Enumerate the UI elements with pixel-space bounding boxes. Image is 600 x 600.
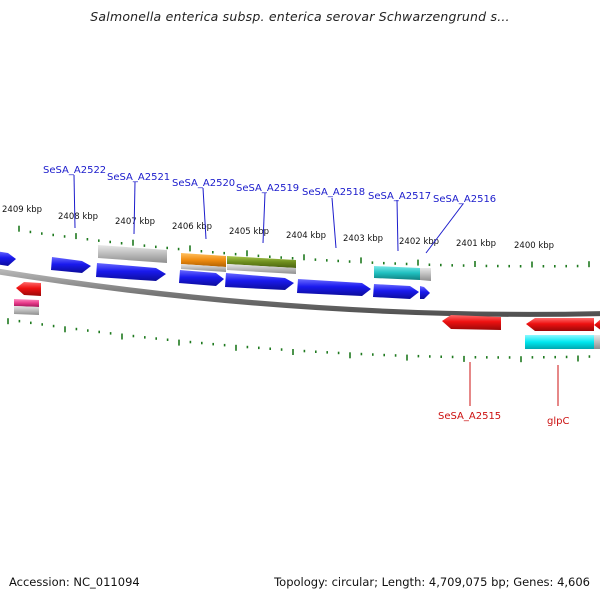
feature-cyan[interactable]	[525, 335, 594, 349]
gene-label-SeSA_A2519[interactable]: SeSA_A2519	[236, 183, 299, 194]
gene-arrow-SeSA_A2521[interactable]	[96, 263, 166, 281]
gene-label-SeSA_A2516[interactable]: SeSA_A2516	[433, 194, 496, 205]
feature-grey[interactable]	[98, 245, 167, 263]
gene-label-SeSA_A2520[interactable]: SeSA_A2520	[172, 178, 235, 189]
reverse-genes	[14, 282, 600, 349]
scale-label-2408: 2408 kbp	[58, 212, 98, 222]
feature-teal[interactable]	[374, 266, 420, 280]
lower-scale-ticks	[7, 318, 591, 363]
forward-genes	[0, 251, 430, 299]
scale-label-2404: 2404 kbp	[286, 231, 326, 241]
label-leader-lines	[73, 174, 559, 406]
scale-label-2407: 2407 kbp	[115, 217, 155, 227]
gene-label-SeSA_A2521[interactable]: SeSA_A2521	[107, 172, 170, 183]
scale-label-2409: 2409 kbp	[2, 205, 42, 215]
feature-grey-under-olive[interactable]	[227, 264, 296, 274]
scale-label-2402: 2402 kbp	[399, 237, 439, 247]
gene-label-glpC[interactable]: glpC	[547, 416, 569, 427]
scale-label-2406: 2406 kbp	[172, 222, 212, 232]
genome-summary-text: Topology: circular; Length: 4,709,075 bp…	[274, 575, 590, 589]
gene-arrow-SeSA_A2520[interactable]	[179, 270, 224, 286]
gene-arrow-SeSA_A2515[interactable]	[442, 315, 501, 330]
gene-label-SeSA_A2517[interactable]: SeSA_A2517	[368, 191, 431, 202]
scale-label-2403: 2403 kbp	[343, 234, 383, 244]
chromosome-backbone	[0, 268, 600, 317]
gene-arrow-left-red[interactable]	[16, 282, 41, 296]
gene-arrow-SeSA_A2522[interactable]	[51, 257, 91, 273]
gene-arrow-glpC[interactable]	[526, 318, 594, 331]
map-title: Salmonella enterica subsp. enterica sero…	[90, 9, 510, 24]
feature-grey-right-of-cyan[interactable]	[594, 335, 600, 349]
scale-labels: 2409 kbp 2408 kbp 2407 kbp 2406 kbp 2405…	[2, 205, 554, 251]
scale-label-2400: 2400 kbp	[514, 241, 554, 251]
gene-arrow-SeSA_A2519[interactable]	[225, 273, 294, 290]
upper-scale-ticks	[18, 225, 590, 268]
feature-grey-after-teal[interactable]	[420, 268, 431, 281]
feature-orange[interactable]	[181, 253, 226, 267]
gene-arrow-left-edge[interactable]	[0, 251, 16, 266]
feature-grey-under-pink[interactable]	[14, 306, 39, 315]
gene-label-SeSA_A2522[interactable]: SeSA_A2522	[43, 165, 106, 176]
gene-label-SeSA_A2518[interactable]: SeSA_A2518	[302, 187, 365, 198]
gene-arrow-right-edge[interactable]	[594, 318, 600, 331]
gene-labels: SeSA_A2522 SeSA_A2521 SeSA_A2520 SeSA_A2…	[43, 165, 569, 427]
gene-arrow-SeSA_A2517[interactable]	[373, 284, 419, 299]
feature-grey-under-orange[interactable]	[181, 264, 226, 272]
scale-label-2401: 2401 kbp	[456, 239, 496, 249]
feature-pink[interactable]	[14, 299, 39, 307]
accession-text: Accession: NC_011094	[9, 575, 140, 589]
scale-label-2405: 2405 kbp	[229, 227, 269, 237]
gene-label-SeSA_A2515[interactable]: SeSA_A2515	[438, 411, 501, 422]
gene-arrow-SeSA_A2516[interactable]	[420, 286, 430, 299]
gene-arrow-SeSA_A2518[interactable]	[297, 279, 371, 296]
outer-feature-row	[98, 245, 431, 281]
